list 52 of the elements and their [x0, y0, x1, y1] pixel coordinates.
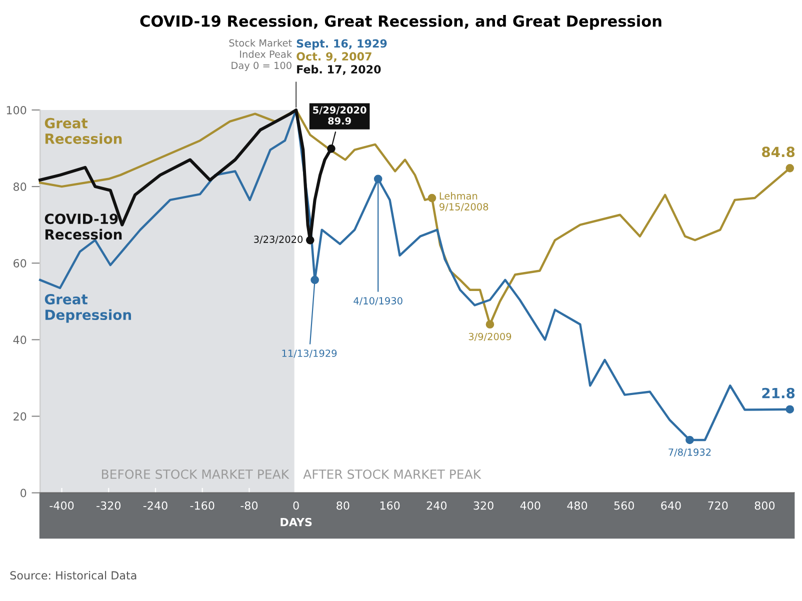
point [306, 236, 314, 244]
point [327, 144, 336, 153]
x-tick-label: -320 [96, 501, 121, 510]
y-tick-label: 20 [14, 412, 26, 421]
x-tick-label: -240 [143, 501, 168, 510]
x-tick-label: 720 [708, 501, 728, 510]
annotation: 3/9/2009 [468, 332, 512, 341]
annotation: 4/10/1930 [354, 297, 402, 306]
y-tick-label: 0 [20, 488, 26, 498]
x-tick-label: 800 [754, 501, 775, 510]
point [786, 164, 794, 172]
text: Oct. 9, 2007 [296, 52, 372, 62]
text: Sept. 16, 1929 [296, 39, 387, 50]
x-tick-label: 480 [567, 501, 588, 510]
y-tick-label: 40 [13, 336, 26, 344]
x-tick-label: -400 [50, 501, 74, 510]
x-tick-label: 640 [661, 501, 681, 510]
annotation: 11/13/1929 [282, 350, 337, 358]
x-tick-label: 560 [614, 501, 634, 510]
point [486, 320, 494, 329]
annotation: 84.8 [762, 146, 795, 158]
text: Feb. 17, 2020 [297, 64, 381, 75]
annotation: Lehman 9/15/2008 [440, 192, 488, 212]
x-tick-label: 160 [380, 501, 400, 510]
y-tick-label: 80 [14, 182, 26, 191]
series-label: COVID-19 Recession [44, 214, 122, 240]
x-tick-label: 0 [293, 501, 299, 510]
source-note: Source: Historical Data [10, 570, 136, 580]
x-tick-label: 240 [426, 501, 447, 510]
annotation: 3/23/2020 [254, 236, 303, 244]
point [310, 276, 319, 284]
series-label: Great Depression [44, 294, 131, 323]
point [686, 436, 694, 444]
x-axis-title: DAYS [280, 518, 312, 526]
x-tick-label: 80 [336, 501, 350, 510]
x-tick-label: -80 [240, 501, 258, 510]
chart-title: COVID-19 Recession, Great Recession, and Great Depression [140, 15, 662, 30]
point [374, 174, 382, 184]
annotation: AFTER STOCK MARKET PEAK [303, 469, 482, 479]
y-tick-label: 100 [6, 106, 26, 114]
text: Great Recession [44, 118, 122, 144]
x-tick-label: 400 [520, 501, 540, 510]
x-tick-label: -160 [190, 501, 214, 510]
y-tick-label: 60 [14, 259, 26, 268]
point [428, 194, 436, 202]
annotation: 5/29/2020 89.9 [313, 106, 366, 125]
x-tick-label: 320 [474, 501, 494, 510]
text: Stock Market Index Peak Day 0 = 100 [229, 39, 292, 71]
point [786, 405, 794, 414]
annotation: 21.8 [762, 388, 795, 398]
band-label: BEFORE STOCK MARKET PEAK [102, 469, 290, 479]
annotation: 7/8/1932 [668, 448, 711, 457]
